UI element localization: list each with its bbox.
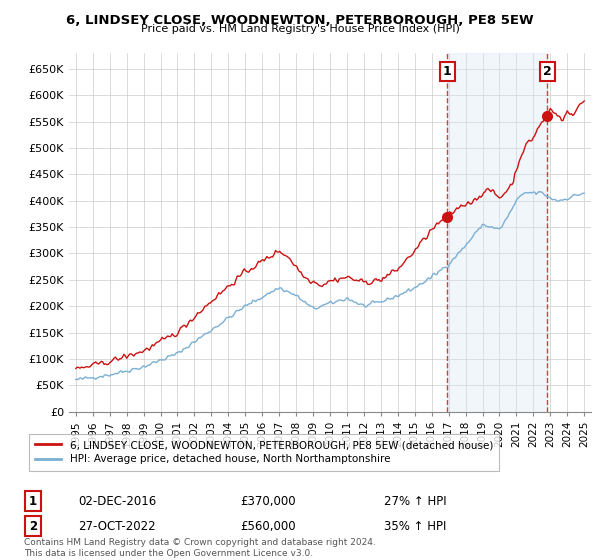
- Text: 2: 2: [543, 65, 552, 78]
- Text: 6, LINDSEY CLOSE, WOODNEWTON, PETERBOROUGH, PE8 5EW: 6, LINDSEY CLOSE, WOODNEWTON, PETERBOROU…: [66, 14, 534, 27]
- Text: 1: 1: [29, 494, 37, 508]
- Text: Contains HM Land Registry data © Crown copyright and database right 2024.
This d: Contains HM Land Registry data © Crown c…: [24, 538, 376, 558]
- Legend: 6, LINDSEY CLOSE, WOODNEWTON, PETERBOROUGH, PE8 5EW (detached house), HPI: Avera: 6, LINDSEY CLOSE, WOODNEWTON, PETERBOROU…: [29, 434, 499, 470]
- Text: 27-OCT-2022: 27-OCT-2022: [78, 520, 155, 533]
- Text: £370,000: £370,000: [240, 494, 296, 508]
- Text: 2: 2: [29, 520, 37, 533]
- Text: 02-DEC-2016: 02-DEC-2016: [78, 494, 156, 508]
- Text: £560,000: £560,000: [240, 520, 296, 533]
- Text: 27% ↑ HPI: 27% ↑ HPI: [384, 494, 446, 508]
- Text: 35% ↑ HPI: 35% ↑ HPI: [384, 520, 446, 533]
- Bar: [447, 53, 547, 412]
- Text: 1: 1: [443, 65, 452, 78]
- Text: Price paid vs. HM Land Registry's House Price Index (HPI): Price paid vs. HM Land Registry's House …: [140, 24, 460, 34]
